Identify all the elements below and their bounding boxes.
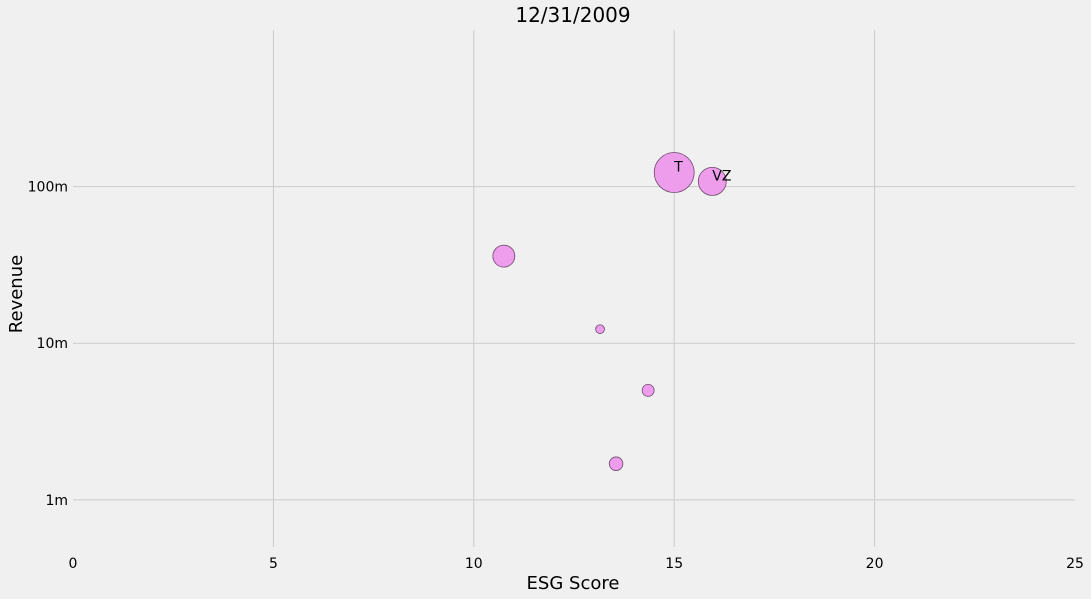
x-tick-label: 20 bbox=[866, 556, 884, 572]
bubble-point bbox=[697, 166, 727, 196]
x-tick-label: 10 bbox=[465, 556, 483, 572]
x-tick-label: 25 bbox=[1066, 556, 1084, 572]
x-tick-label: 0 bbox=[69, 556, 78, 572]
bubble-point bbox=[595, 324, 605, 334]
x-tick-label: 5 bbox=[269, 556, 278, 572]
x-tick-label: 15 bbox=[665, 556, 683, 572]
bubbles: T VZ bbox=[492, 152, 731, 471]
x-axis-label: ESG Score bbox=[527, 573, 620, 594]
y-tick-label: 10m bbox=[37, 336, 68, 352]
bubble-label: T bbox=[673, 160, 683, 176]
bubble-point bbox=[608, 456, 624, 471]
bubble-point bbox=[653, 152, 695, 193]
y-axis-label: Revenue bbox=[6, 255, 27, 333]
chart-title: 12/31/2009 bbox=[515, 3, 630, 27]
x-axis-ticks: 0 5 10 15 20 25 bbox=[69, 556, 1084, 572]
bubble-label: VZ bbox=[712, 168, 731, 184]
bubble-point bbox=[492, 244, 516, 268]
y-tick-label: 1m bbox=[45, 493, 68, 509]
y-axis-ticks: 1m 10m 100m bbox=[28, 180, 68, 509]
y-tick-label: 100m bbox=[28, 180, 68, 196]
grid bbox=[73, 30, 1075, 547]
bubble-point bbox=[641, 383, 655, 397]
